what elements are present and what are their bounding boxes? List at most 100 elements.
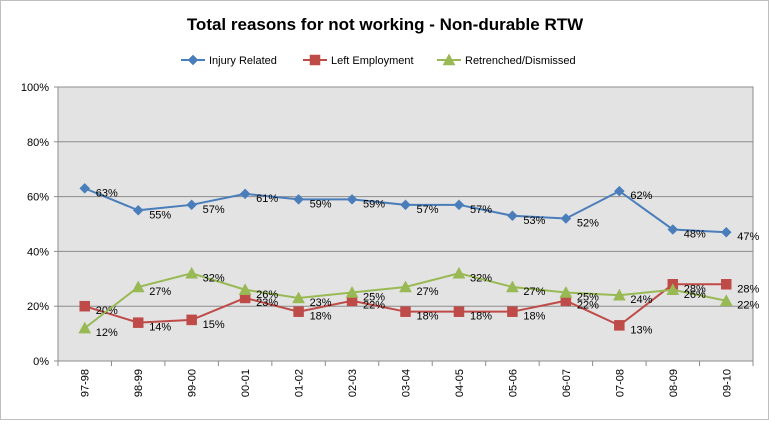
plot-background (57, 86, 754, 362)
data-label: 18% (417, 311, 439, 323)
data-point (507, 210, 518, 222)
data-point (292, 291, 305, 304)
x-tick-label: 00-01 (240, 369, 252, 397)
data-point (79, 183, 91, 194)
data-label: 12% (96, 327, 118, 339)
legend: Injury Related Left Employment Retrenched/… (181, 53, 576, 67)
y-tick-label: 60% (27, 192, 49, 204)
data-label: 28% (737, 283, 759, 295)
legend-item: Retrenched/Dismissed (437, 53, 576, 67)
data-label: 18% (470, 311, 492, 323)
data-point (506, 280, 519, 293)
series-left-employment: 20%14% 15%23%18%22%18% 18% 18%22%13%28% 28% (79, 279, 760, 336)
y-tick-label: 80% (27, 137, 49, 149)
x-tick-label: 01-02 (294, 369, 306, 397)
data-label: 57% (417, 204, 439, 216)
legend-item: Left Employment (303, 54, 414, 67)
data-label: 57% (203, 204, 225, 216)
data-label: 27% (417, 286, 439, 298)
data-point (399, 280, 412, 293)
x-tick-label: 07-08 (614, 369, 626, 397)
data-point (612, 288, 626, 301)
data-point (186, 314, 197, 326)
data-point (132, 204, 144, 216)
data-point (346, 193, 358, 205)
data-label: 52% (577, 218, 599, 230)
data-point (79, 300, 90, 312)
chart-title: Total reasons for not working - Non-dura… (187, 15, 584, 34)
series-injury-related: 63% 55% 57% 61% 59% 59% 57% 57% 53% 52% 62% 48% 47% (79, 183, 760, 243)
data-point (293, 193, 304, 205)
data-label: 62% (630, 190, 652, 202)
x-tick-label: 02-03 (347, 369, 359, 397)
data-point (78, 321, 92, 334)
data-label: 59% (310, 198, 332, 210)
data-label: 53% (523, 215, 545, 227)
data-label: 61% (256, 193, 278, 205)
data-label: 13% (630, 324, 652, 336)
data-label: 22% (737, 300, 759, 312)
data-label: 23% (310, 297, 332, 309)
data-label: 48% (684, 228, 706, 240)
legend-marker (187, 54, 199, 66)
data-label: 23% (256, 297, 278, 309)
legend-label: Left Employment (331, 55, 414, 67)
data-label: 59% (363, 198, 385, 210)
data-label: 26% (684, 289, 706, 301)
data-label: 27% (523, 286, 545, 298)
data-label: 26% (256, 289, 278, 301)
y-tick-label: 0% (33, 356, 49, 368)
y-tick-label: 40% (27, 246, 49, 258)
data-label: 22% (577, 300, 599, 312)
data-point (400, 306, 411, 317)
data-point (613, 185, 625, 197)
x-tick-label: 04-05 (454, 369, 466, 397)
data-label: 18% (523, 311, 545, 323)
data-point (452, 266, 466, 279)
x-tick-label: 97-98 (80, 369, 92, 397)
data-label: 63% (96, 187, 118, 199)
data-label: 22% (363, 300, 385, 312)
y-tick-label: 100% (21, 82, 49, 94)
data-label: 25% (363, 292, 385, 304)
x-tick-label: 08-09 (668, 369, 680, 397)
x-tick-label: 05-06 (507, 369, 519, 397)
data-label: 47% (737, 231, 759, 243)
data-label: 24% (630, 294, 652, 306)
x-tick-label: 06-07 (561, 369, 573, 397)
data-label: 57% (470, 204, 492, 216)
data-point (453, 306, 465, 317)
data-label: 55% (149, 209, 171, 221)
series-retrenched-dismissed: 12%27%32%26%23% 25% 27%32%27% 25% 24% 26%22% (78, 266, 760, 339)
data-point (560, 213, 572, 224)
data-label: 15% (203, 319, 225, 331)
data-point (559, 285, 573, 298)
data-point (131, 280, 145, 293)
data-point (293, 306, 304, 317)
data-point (614, 320, 625, 331)
legend-marker (309, 54, 321, 66)
data-point (238, 283, 252, 296)
legend-item: Injury Related (181, 54, 277, 67)
x-tick-label: 98-99 (133, 369, 145, 397)
data-point (667, 224, 679, 235)
data-label: 27% (149, 286, 171, 298)
data-point (400, 199, 411, 211)
data-point (239, 188, 251, 200)
data-point (186, 199, 198, 211)
y-tick-label: 20% (27, 301, 49, 313)
legend-marker (442, 53, 456, 66)
legend-label: Retrenched/Dismissed (465, 55, 576, 67)
data-label: 14% (149, 322, 171, 334)
data-point (719, 294, 733, 306)
data-point (185, 266, 199, 279)
x-tick-label: 09-10 (721, 369, 733, 397)
data-label: 18% (310, 311, 332, 323)
data-point (507, 306, 518, 317)
data-point (132, 317, 144, 328)
data-label: 25% (577, 292, 599, 304)
plot-area: 0% 20% 40% 60% 80% 100% 97-98 98-99 99-00 00-01 01… (21, 82, 760, 397)
data-point (721, 279, 732, 290)
